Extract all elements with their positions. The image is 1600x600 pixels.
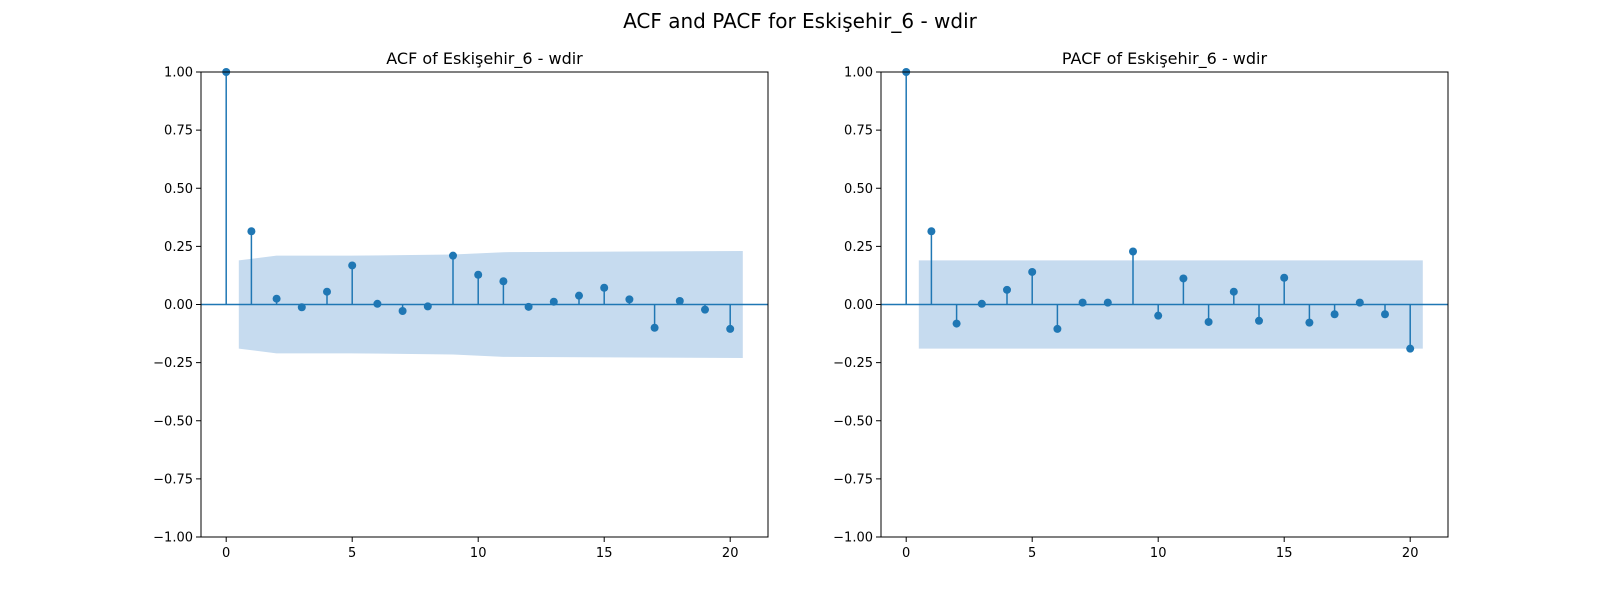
pacf-marker-lag-19 bbox=[1381, 310, 1389, 319]
pacf-marker-lag-11 bbox=[1179, 274, 1188, 283]
acf-ytick-label: −1.00 bbox=[153, 531, 193, 546]
pacf-title: PACF of Eskişehir_6 - wdir bbox=[1062, 49, 1268, 69]
pacf-ytick-label: −1.00 bbox=[833, 531, 873, 546]
pacf-marker-lag-5 bbox=[1028, 267, 1037, 276]
acf-ytick-label: −0.25 bbox=[153, 356, 193, 371]
pacf-marker-lag-7 bbox=[1078, 298, 1087, 307]
pacf-marker-lag-12 bbox=[1204, 317, 1213, 326]
acf-ytick-label: 0.50 bbox=[164, 182, 193, 197]
acf-marker-lag-8 bbox=[423, 302, 432, 311]
pacf-panel: PACF of Eskişehir_6 - wdir 1.00 0.75 0.50 0… bbox=[833, 49, 1449, 561]
pacf-marker-lag-8 bbox=[1103, 298, 1112, 307]
acf-marker-lag-12 bbox=[524, 302, 533, 311]
acf-marker-lag-1 bbox=[247, 227, 256, 236]
pacf-marker-lag-4 bbox=[1003, 285, 1011, 294]
acf-marker-lag-18 bbox=[675, 297, 684, 306]
pacf-ytick-label: 0.00 bbox=[844, 298, 873, 313]
acf-title: ACF of Eskişehir_6 - wdir bbox=[386, 49, 583, 69]
pacf-ytick-label: 0.50 bbox=[844, 182, 873, 197]
acf-ytick-label: 0.00 bbox=[164, 298, 193, 313]
acf-marker-lag-15 bbox=[600, 283, 609, 292]
acf-marker-lag-19 bbox=[701, 305, 709, 314]
pacf-marker-lag-18 bbox=[1355, 298, 1364, 307]
pacf-ytick-label: −0.50 bbox=[833, 414, 873, 429]
acf-marker-lag-10 bbox=[474, 270, 483, 279]
acf-xtick-label: 5 bbox=[348, 546, 356, 561]
pacf-marker-lag-16 bbox=[1305, 318, 1314, 327]
pacf-marker-lag-3 bbox=[977, 299, 986, 308]
acf-marker-lag-4 bbox=[323, 287, 331, 296]
acf-marker-lag-20 bbox=[726, 324, 735, 333]
pacf-marker-lag-6 bbox=[1053, 324, 1062, 333]
pacf-xtick-label: 20 bbox=[1402, 546, 1419, 561]
acf-marker-lag-3 bbox=[297, 303, 306, 312]
acf-marker-lag-5 bbox=[348, 261, 357, 270]
pacf-xtick-label: 0 bbox=[902, 546, 910, 561]
pacf-xtick-label: 15 bbox=[1276, 546, 1293, 561]
pacf-marker-lag-10 bbox=[1154, 311, 1163, 320]
pacf-ytick-label: 0.75 bbox=[844, 124, 873, 139]
acf-ytick-label: −0.50 bbox=[153, 414, 193, 429]
pacf-marker-lag-9 bbox=[1129, 247, 1137, 256]
pacf-xtick-label: 10 bbox=[1150, 546, 1167, 561]
figure-title: ACF and PACF for Eskişehir_6 - wdir bbox=[623, 9, 978, 33]
acf-marker-lag-9 bbox=[449, 251, 457, 260]
acf-marker-lag-13 bbox=[549, 297, 558, 306]
acf-ytick-label: 1.00 bbox=[164, 66, 193, 81]
acf-marker-lag-7 bbox=[398, 307, 407, 316]
acf-xtick-label: 15 bbox=[596, 546, 613, 561]
pacf-ytick-label: 1.00 bbox=[844, 66, 873, 81]
pacf-xtick-label: 5 bbox=[1028, 546, 1036, 561]
acf-marker-lag-14 bbox=[575, 291, 583, 300]
pacf-marker-lag-1 bbox=[927, 227, 936, 236]
pacf-marker-lag-13 bbox=[1229, 287, 1238, 296]
acf-xtick-label: 20 bbox=[722, 546, 739, 561]
acf-marker-lag-11 bbox=[499, 277, 508, 286]
pacf-marker-lag-14 bbox=[1255, 316, 1263, 325]
pacf-ytick-label: −0.25 bbox=[833, 356, 873, 371]
acf-xtick-label: 0 bbox=[222, 546, 230, 561]
acf-marker-lag-2 bbox=[272, 294, 281, 303]
acf-ytick-label: −0.75 bbox=[153, 472, 193, 487]
pacf-marker-lag-15 bbox=[1280, 273, 1289, 282]
acf-marker-lag-17 bbox=[650, 323, 659, 332]
pacf-ytick-label: 0.25 bbox=[844, 240, 873, 255]
acf-xtick-label: 10 bbox=[470, 546, 487, 561]
pacf-marker-lag-20 bbox=[1406, 344, 1415, 353]
pacf-marker-lag-2 bbox=[952, 319, 961, 328]
acf-panel: ACF of Eskişehir_6 - wdir 1.00 0.75 0.50 0.… bbox=[153, 49, 769, 561]
acf-marker-lag-16 bbox=[625, 295, 634, 304]
acf-ytick-label: 0.25 bbox=[164, 240, 193, 255]
acf-ytick-label: 0.75 bbox=[164, 124, 193, 139]
pacf-ytick-label: −0.75 bbox=[833, 472, 873, 487]
acf-marker-lag-6 bbox=[373, 299, 382, 308]
pacf-marker-lag-17 bbox=[1330, 310, 1339, 319]
